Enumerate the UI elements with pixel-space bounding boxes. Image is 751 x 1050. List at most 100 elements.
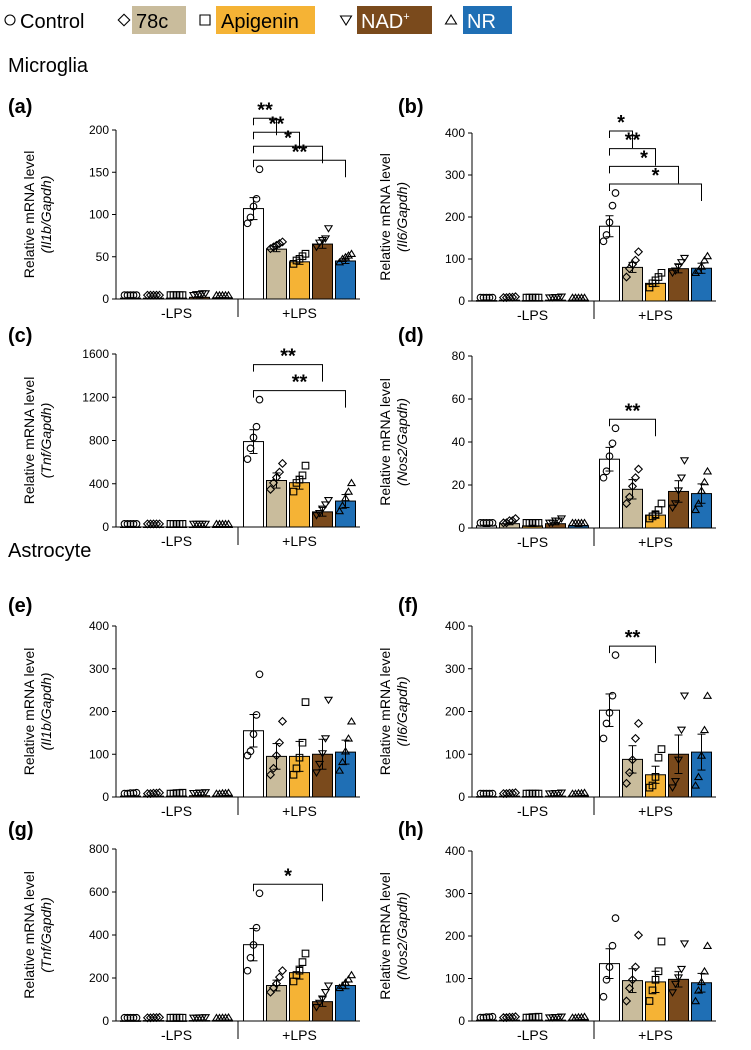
- data-point-circle-icon: [611, 651, 620, 659]
- bar-group-apigenin-pluslps: [289, 249, 310, 300]
- data-point-triangle-down-icon: [320, 735, 331, 743]
- x-group-label-lps: -LPS: [517, 534, 548, 550]
- bar-group-nadplus-pluslps: [667, 940, 690, 1022]
- bar-group-control-lps: [120, 520, 141, 528]
- data-point-circle-icon: [129, 789, 138, 797]
- bar-group-nadplus-lps: [544, 293, 567, 302]
- bar-group-control-lps: [476, 518, 497, 529]
- y-tick-label: 800: [89, 842, 109, 856]
- data-point-triangle-down-icon: [673, 263, 684, 271]
- data-point-circle-icon: [243, 455, 252, 463]
- panel-label-d: (d): [398, 325, 424, 347]
- bar-group-nadplus-lps: [188, 290, 211, 300]
- bar-group-apigenin-lps: [522, 1012, 543, 1022]
- significance-label: **: [292, 141, 308, 163]
- y-tick-label: 100: [445, 252, 465, 266]
- data-point-square-icon: [298, 738, 307, 747]
- data-point-circle-icon: [608, 201, 617, 210]
- legend-label: 78c: [136, 11, 168, 33]
- bar: [335, 260, 356, 300]
- data-point-triangle-down-icon: [320, 235, 331, 243]
- y-tick-label: 400: [445, 619, 465, 633]
- legend-swatch: [132, 6, 186, 34]
- data-point-diamond-icon: [265, 770, 276, 780]
- data-point-diamond-icon: [274, 467, 285, 477]
- data-point-diamond-icon: [265, 484, 276, 494]
- y-axis-title: Relative mRNA level(Il1b/Gapdh): [21, 648, 54, 776]
- data-point-circle-icon: [485, 518, 494, 527]
- data-point-circle-icon: [608, 691, 617, 700]
- data-point-diamond-icon: [274, 972, 285, 982]
- bar-group-apigenin-pluslps: [289, 949, 310, 1022]
- bar: [266, 248, 287, 300]
- y-axis-title-line1: Relative mRNA level: [21, 871, 37, 999]
- data-point-circle-icon: [476, 518, 485, 527]
- data-point-triangle-up-icon: [693, 986, 704, 994]
- significance-bracket: [253, 159, 346, 178]
- significance-label: *: [617, 112, 625, 134]
- y-tick-label: 100: [89, 208, 109, 222]
- data-point-circle-icon: [611, 189, 620, 197]
- bar-group-apigenin-lps: [522, 293, 543, 302]
- data-point-triangle-down-icon: [670, 500, 681, 508]
- y-axis-title-gene: (Il6/Gapdh): [394, 182, 410, 252]
- data-point-circle-icon: [132, 788, 141, 797]
- legend-item-nr: NR: [444, 6, 512, 34]
- data-point-triangle-up-icon: [693, 499, 704, 507]
- bar-group-nr-lps: [211, 290, 234, 300]
- data-point-diamond-icon: [627, 481, 638, 491]
- panel-d: (d) Relative mRNA level(Nos2/Gapdh) 0 20 40 6…: [377, 325, 716, 550]
- x-group-label-pluslps: +LPS: [638, 1027, 673, 1043]
- panel-label-h: (h): [398, 819, 424, 841]
- significance-label: *: [652, 165, 660, 187]
- legend-item-nad: NAD+: [339, 6, 432, 34]
- significance-bracket: [609, 645, 656, 664]
- legend-label: Control: [20, 11, 84, 33]
- data-point-triangle-up-icon: [702, 251, 713, 260]
- bar-group-78c-lps: [142, 290, 165, 300]
- data-point-triangle-up-icon: [690, 781, 701, 789]
- y-tick-label: 400: [445, 126, 465, 140]
- data-point-diamond-icon: [627, 975, 638, 985]
- data-point-triangle-up-icon: [343, 734, 354, 742]
- y-tick-label: 200: [445, 210, 465, 224]
- data-point-triangle-down-icon: [200, 520, 211, 529]
- y-axis-title: Relative mRNA level(Il6/Gapdh): [377, 153, 410, 281]
- section-title-astrocyte: Astrocyte: [8, 540, 91, 562]
- data-point-diamond-icon: [271, 750, 282, 761]
- data-point-triangle-down-icon: [320, 989, 331, 997]
- data-point-circle-icon: [255, 395, 264, 404]
- data-point-circle-icon: [126, 789, 135, 797]
- y-tick-label: 100: [445, 972, 465, 986]
- data-point-triangle-up-icon: [223, 788, 234, 796]
- data-point-triangle-down-icon: [317, 750, 328, 758]
- data-point-diamond-icon: [154, 519, 165, 529]
- data-point-diamond-icon: [277, 237, 288, 247]
- data-point-diamond-icon: [271, 979, 282, 989]
- significance-label: **: [269, 113, 285, 135]
- data-point-triangle-up-icon: [346, 478, 357, 487]
- data-point-triangle-down-icon: [556, 515, 567, 523]
- data-point-diamond-icon: [265, 244, 276, 254]
- bar-group-nadplus-pluslps: [311, 982, 334, 1022]
- data-point-triangle-down-icon: [311, 512, 322, 520]
- significance-bracket: [253, 390, 346, 408]
- significance-control-vs-78c: *: [609, 112, 633, 148]
- data-point-triangle-down-icon: [314, 239, 325, 248]
- data-point-square-icon: [295, 966, 304, 975]
- y-axis-title-gene: (Nos2/Gapdh): [394, 892, 410, 980]
- data-point-triangle-down-icon: [676, 965, 687, 974]
- data-point-diamond-icon: [277, 966, 288, 976]
- legend-label: Apigenin: [221, 11, 299, 33]
- data-point-triangle-up-icon: [699, 255, 710, 264]
- bar-group-78c-pluslps: [621, 464, 644, 529]
- data-point-square-icon: [295, 753, 304, 762]
- bar-group-nadplus-lps: [188, 1014, 211, 1023]
- data-point-diamond-icon: [630, 733, 641, 743]
- data-point-diamond-icon: [268, 478, 279, 488]
- data-point-circle-icon: [488, 1012, 497, 1021]
- bar-group-78c-pluslps: [265, 966, 288, 1022]
- data-point-triangle-down-icon: [320, 501, 331, 509]
- legend-label: NR: [467, 11, 496, 33]
- data-point-triangle-up-icon: [696, 751, 707, 759]
